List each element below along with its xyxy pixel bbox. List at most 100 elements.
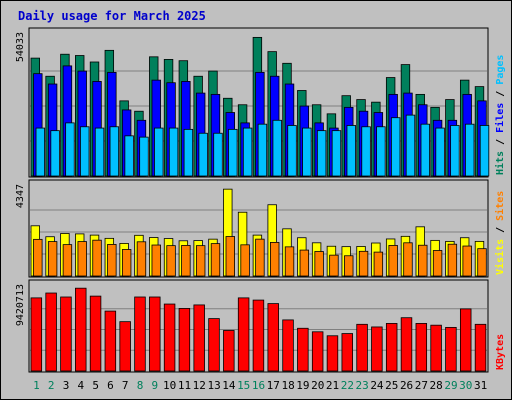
- bar-kbytes-day-6: [104, 310, 117, 372]
- bar-pages-day-24: [376, 126, 386, 177]
- bar-kbytes-day-20: [311, 331, 324, 372]
- bar-sites-day-8: [136, 241, 147, 277]
- day-label-3: 3: [63, 379, 70, 392]
- bar-sites-day-1: [33, 238, 43, 277]
- day-label-1: 1: [33, 379, 40, 392]
- legend-entry: Hits: [494, 151, 506, 175]
- bar-sites-day-20: [314, 251, 324, 277]
- bar-kbytes-day-27: [415, 323, 428, 372]
- day-label-13: 13: [207, 379, 220, 392]
- bar-sites-day-25: [388, 245, 398, 277]
- bar-pages-day-25: [390, 117, 401, 177]
- panel-legend: Hits / Files / Pages: [494, 55, 506, 175]
- bar-sites-day-24: [373, 251, 384, 277]
- bar-kbytes-day-21: [326, 335, 339, 372]
- legend-entry: Pages: [495, 55, 506, 85]
- bar-pages-day-29: [450, 125, 460, 177]
- bar-sites-day-7: [121, 249, 132, 277]
- legend-entry: /: [495, 133, 506, 151]
- bar-pages-day-2: [50, 130, 60, 177]
- day-label-22: 22: [341, 379, 354, 392]
- bar-kbytes-day-29: [445, 326, 457, 372]
- bar-kbytes-day-4: [75, 287, 87, 372]
- bar-pages-day-11: [183, 128, 194, 177]
- bar-pages-day-7: [124, 135, 134, 177]
- bar-kbytes-day-8: [134, 296, 146, 372]
- bar-kbytes-day-25: [385, 323, 398, 372]
- bar-kbytes-day-1: [30, 297, 43, 372]
- day-label-30: 30: [459, 379, 472, 392]
- day-label-16: 16: [252, 379, 265, 392]
- panel-scale-label: 4347: [15, 184, 26, 208]
- bar-pages-day-5: [94, 127, 105, 177]
- day-label-15: 15: [237, 379, 250, 392]
- bar-kbytes-day-26: [400, 317, 413, 372]
- bar-kbytes-day-24: [371, 326, 383, 372]
- day-label-9: 9: [152, 379, 159, 392]
- day-label-5: 5: [92, 379, 99, 392]
- series-pages: [35, 114, 490, 177]
- bar-pages-day-4: [80, 126, 90, 177]
- bar-pages-day-17: [272, 119, 282, 177]
- bar-pages-day-14: [228, 128, 238, 177]
- series-kbytes: [30, 287, 487, 372]
- bar-pages-day-21: [331, 130, 342, 177]
- day-label-17: 17: [267, 379, 280, 392]
- panel-legend: KBytes: [495, 334, 506, 370]
- bar-pages-day-15: [242, 127, 253, 177]
- bar-pages-day-16: [257, 123, 268, 177]
- bar-kbytes-day-5: [89, 295, 102, 372]
- bar-kbytes-day-3: [60, 296, 72, 372]
- day-label-23: 23: [356, 379, 369, 392]
- day-label-12: 12: [193, 379, 206, 392]
- legend-entry: Visits: [494, 239, 506, 275]
- day-label-26: 26: [400, 379, 413, 392]
- day-label-6: 6: [107, 379, 114, 392]
- bar-sites-day-5: [92, 239, 102, 277]
- bar-pages-day-13: [213, 132, 223, 177]
- bar-kbytes-day-11: [178, 308, 191, 372]
- day-label-11: 11: [178, 379, 191, 392]
- bar-pages-day-8: [139, 136, 149, 177]
- bar-kbytes-day-14: [223, 330, 235, 372]
- bar-kbytes-day-23: [356, 323, 368, 372]
- day-label-8: 8: [137, 379, 144, 392]
- bar-pages-day-1: [35, 127, 46, 177]
- bar-sites-day-30: [462, 245, 472, 277]
- day-label-20: 20: [311, 379, 324, 392]
- day-label-7: 7: [122, 379, 129, 392]
- bar-kbytes-day-22: [341, 333, 353, 372]
- panel-legend: Visits / Sites: [494, 191, 506, 275]
- chart-title: Daily usage for March 2025: [18, 9, 206, 23]
- bar-pages-day-19: [302, 127, 312, 177]
- bar-pages-day-22: [346, 125, 356, 177]
- bar-pages-day-20: [316, 130, 327, 177]
- bar-pages-day-23: [361, 126, 371, 177]
- bar-pages-day-30: [465, 123, 475, 177]
- bar-pages-day-3: [65, 122, 75, 177]
- bar-pages-day-27: [420, 123, 430, 177]
- bar-sites-day-6: [107, 244, 117, 277]
- bar-sites-day-11: [181, 245, 191, 277]
- day-label-14: 14: [222, 379, 236, 392]
- bar-kbytes-day-18: [282, 319, 294, 372]
- bar-sites-day-14: [225, 236, 235, 277]
- bar-pages-day-10: [168, 127, 179, 177]
- bar-pages-day-18: [287, 125, 297, 177]
- bar-sites-day-21: [329, 254, 339, 277]
- bar-pages-day-28: [435, 127, 445, 177]
- panel-kbytes: 9420713 KBytes: [15, 279, 506, 373]
- bar-pages-day-31: [479, 125, 490, 177]
- day-label-4: 4: [78, 379, 85, 392]
- day-label-31: 31: [474, 379, 487, 392]
- day-label-2: 2: [48, 379, 55, 392]
- bar-kbytes-day-30: [459, 308, 472, 372]
- day-label-21: 21: [326, 379, 339, 392]
- bar-pages-day-26: [405, 114, 416, 177]
- bar-sites-day-27: [418, 244, 428, 277]
- bar-sites-day-3: [62, 244, 73, 277]
- bar-sites-day-26: [403, 242, 413, 277]
- legend-entry: /: [495, 221, 506, 239]
- bar-sites-day-29: [447, 243, 458, 277]
